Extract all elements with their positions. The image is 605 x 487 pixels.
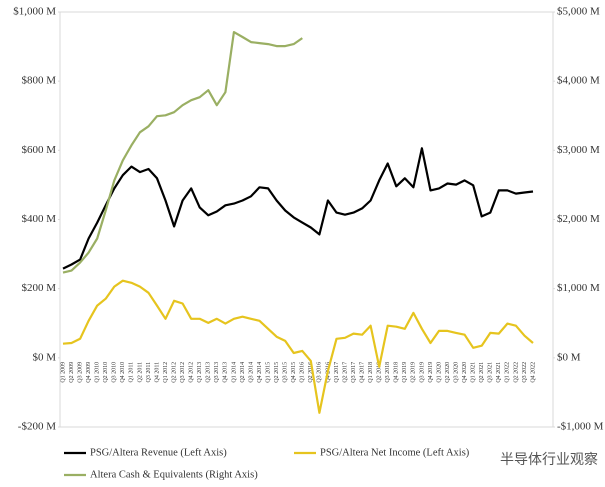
x-tick-label: Q3 2020 [453, 362, 459, 383]
x-tick-label: Q1 2011 [129, 362, 135, 383]
x-tick-label: Q2 2009 [69, 362, 75, 383]
x-tick-label: Q3 2014 [248, 362, 254, 383]
y-tick-label: $800 M [21, 75, 56, 87]
x-tick-label: Q1 2012 [163, 362, 169, 383]
y2-tick-label: $0 M [557, 351, 581, 363]
y-tick-label: $1,000 M [13, 6, 56, 18]
y-tick-label: $0 M [32, 351, 56, 363]
x-tick-label: Q1 2017 [334, 362, 340, 383]
x-tick-label: Q3 2021 [488, 362, 494, 383]
series-line [62, 279, 534, 414]
x-tick-label: Q3 2013 [214, 362, 220, 383]
x-tick-label: Q3 2012 [180, 362, 186, 383]
legend-label: Altera Cash & Equivalents (Right Axis) [90, 469, 258, 480]
x-tick-label: Q4 2017 [359, 362, 365, 383]
x-tick-label: Q1 2010 [95, 362, 101, 383]
x-tick-label: Q3 2011 [146, 362, 152, 383]
series-line [62, 147, 534, 270]
x-tick-label: Q1 2020 [436, 362, 442, 383]
y2-tick-label: $1,000 M [557, 282, 600, 294]
x-tick-label: Q3 2010 [112, 362, 118, 383]
x-tick-label: Q2 2019 [411, 362, 417, 383]
x-tick-label: Q4 2022 [530, 362, 536, 383]
x-tick-label: Q1 2009 [60, 362, 66, 383]
x-tick-label: Q3 2016 [317, 362, 323, 383]
x-tick-label: Q4 2013 [223, 362, 229, 383]
x-tick-label: Q2 2010 [103, 362, 109, 383]
x-tick-label: Q2 2016 [308, 362, 314, 383]
x-tick-label: Q1 2016 [300, 362, 306, 383]
y-tick-label: -$200 M [18, 421, 56, 433]
x-tick-label: Q3 2017 [351, 362, 357, 383]
x-tick-label: Q4 2012 [189, 362, 195, 383]
x-tick-label: Q2 2015 [274, 362, 280, 383]
x-tick-label: Q2 2013 [206, 362, 212, 383]
x-tick-label: Q3 2022 [522, 362, 528, 383]
x-tick-label: Q3 2009 [77, 362, 83, 383]
x-tick-label: Q4 2010 [120, 362, 126, 383]
x-tick-label: Q4 2019 [428, 362, 434, 383]
watermark: 半导体行业观察 [500, 451, 598, 468]
x-tick-label: Q1 2014 [231, 362, 237, 383]
legend-label: PSG/Altera Revenue (Left Axis) [90, 447, 227, 458]
x-tick-label: Q2 2011 [137, 362, 143, 383]
x-tick-label: Q3 2019 [419, 362, 425, 383]
x-tick-label: Q2 2021 [479, 362, 485, 383]
x-tick-label: Q1 2021 [471, 362, 477, 383]
x-tick-label: Q2 2022 [513, 362, 519, 383]
y2-tick-label: $3,000 M [557, 144, 600, 156]
x-tick-label: Q1 2019 [402, 362, 408, 383]
y2-tick-label: $4,000 M [557, 75, 600, 87]
x-tick-label: Q2 2017 [342, 362, 348, 383]
x-tick-label: Q3 2015 [283, 362, 289, 383]
x-tick-label: Q4 2015 [291, 362, 297, 383]
x-tick-label: Q2 2014 [240, 362, 246, 383]
legend-label: PSG/Altera Net Income (Left Axis) [320, 447, 470, 458]
x-tick-label: Q4 2021 [496, 362, 502, 383]
x-tick-label: Q2 2020 [445, 362, 451, 383]
x-tick-label: Q4 2020 [462, 362, 468, 383]
x-tick-label: Q4 2011 [154, 362, 160, 383]
y2-tick-label: $5,000 M [557, 6, 600, 18]
y2-tick-label: $2,000 M [557, 213, 600, 225]
y-tick-label: $200 M [21, 282, 56, 294]
x-tick-label: Q2 2012 [171, 362, 177, 383]
y-tick-label: $400 M [21, 213, 56, 225]
y2-tick-label: -$1,000 M [557, 421, 604, 433]
x-tick-label: Q4 2018 [394, 362, 400, 383]
y-tick-label: $600 M [21, 144, 56, 156]
x-tick-label: Q4 2009 [86, 362, 92, 383]
x-tick-label: Q1 2018 [368, 362, 374, 383]
x-tick-label: Q1 2013 [197, 362, 203, 383]
x-tick-label: Q1 2022 [505, 362, 511, 383]
x-tick-label: Q4 2014 [257, 362, 263, 383]
series-line [62, 31, 303, 274]
x-tick-label: Q1 2015 [265, 362, 271, 383]
x-tick-label: Q2 2018 [377, 362, 383, 383]
x-tick-label: Q3 2018 [385, 362, 391, 383]
